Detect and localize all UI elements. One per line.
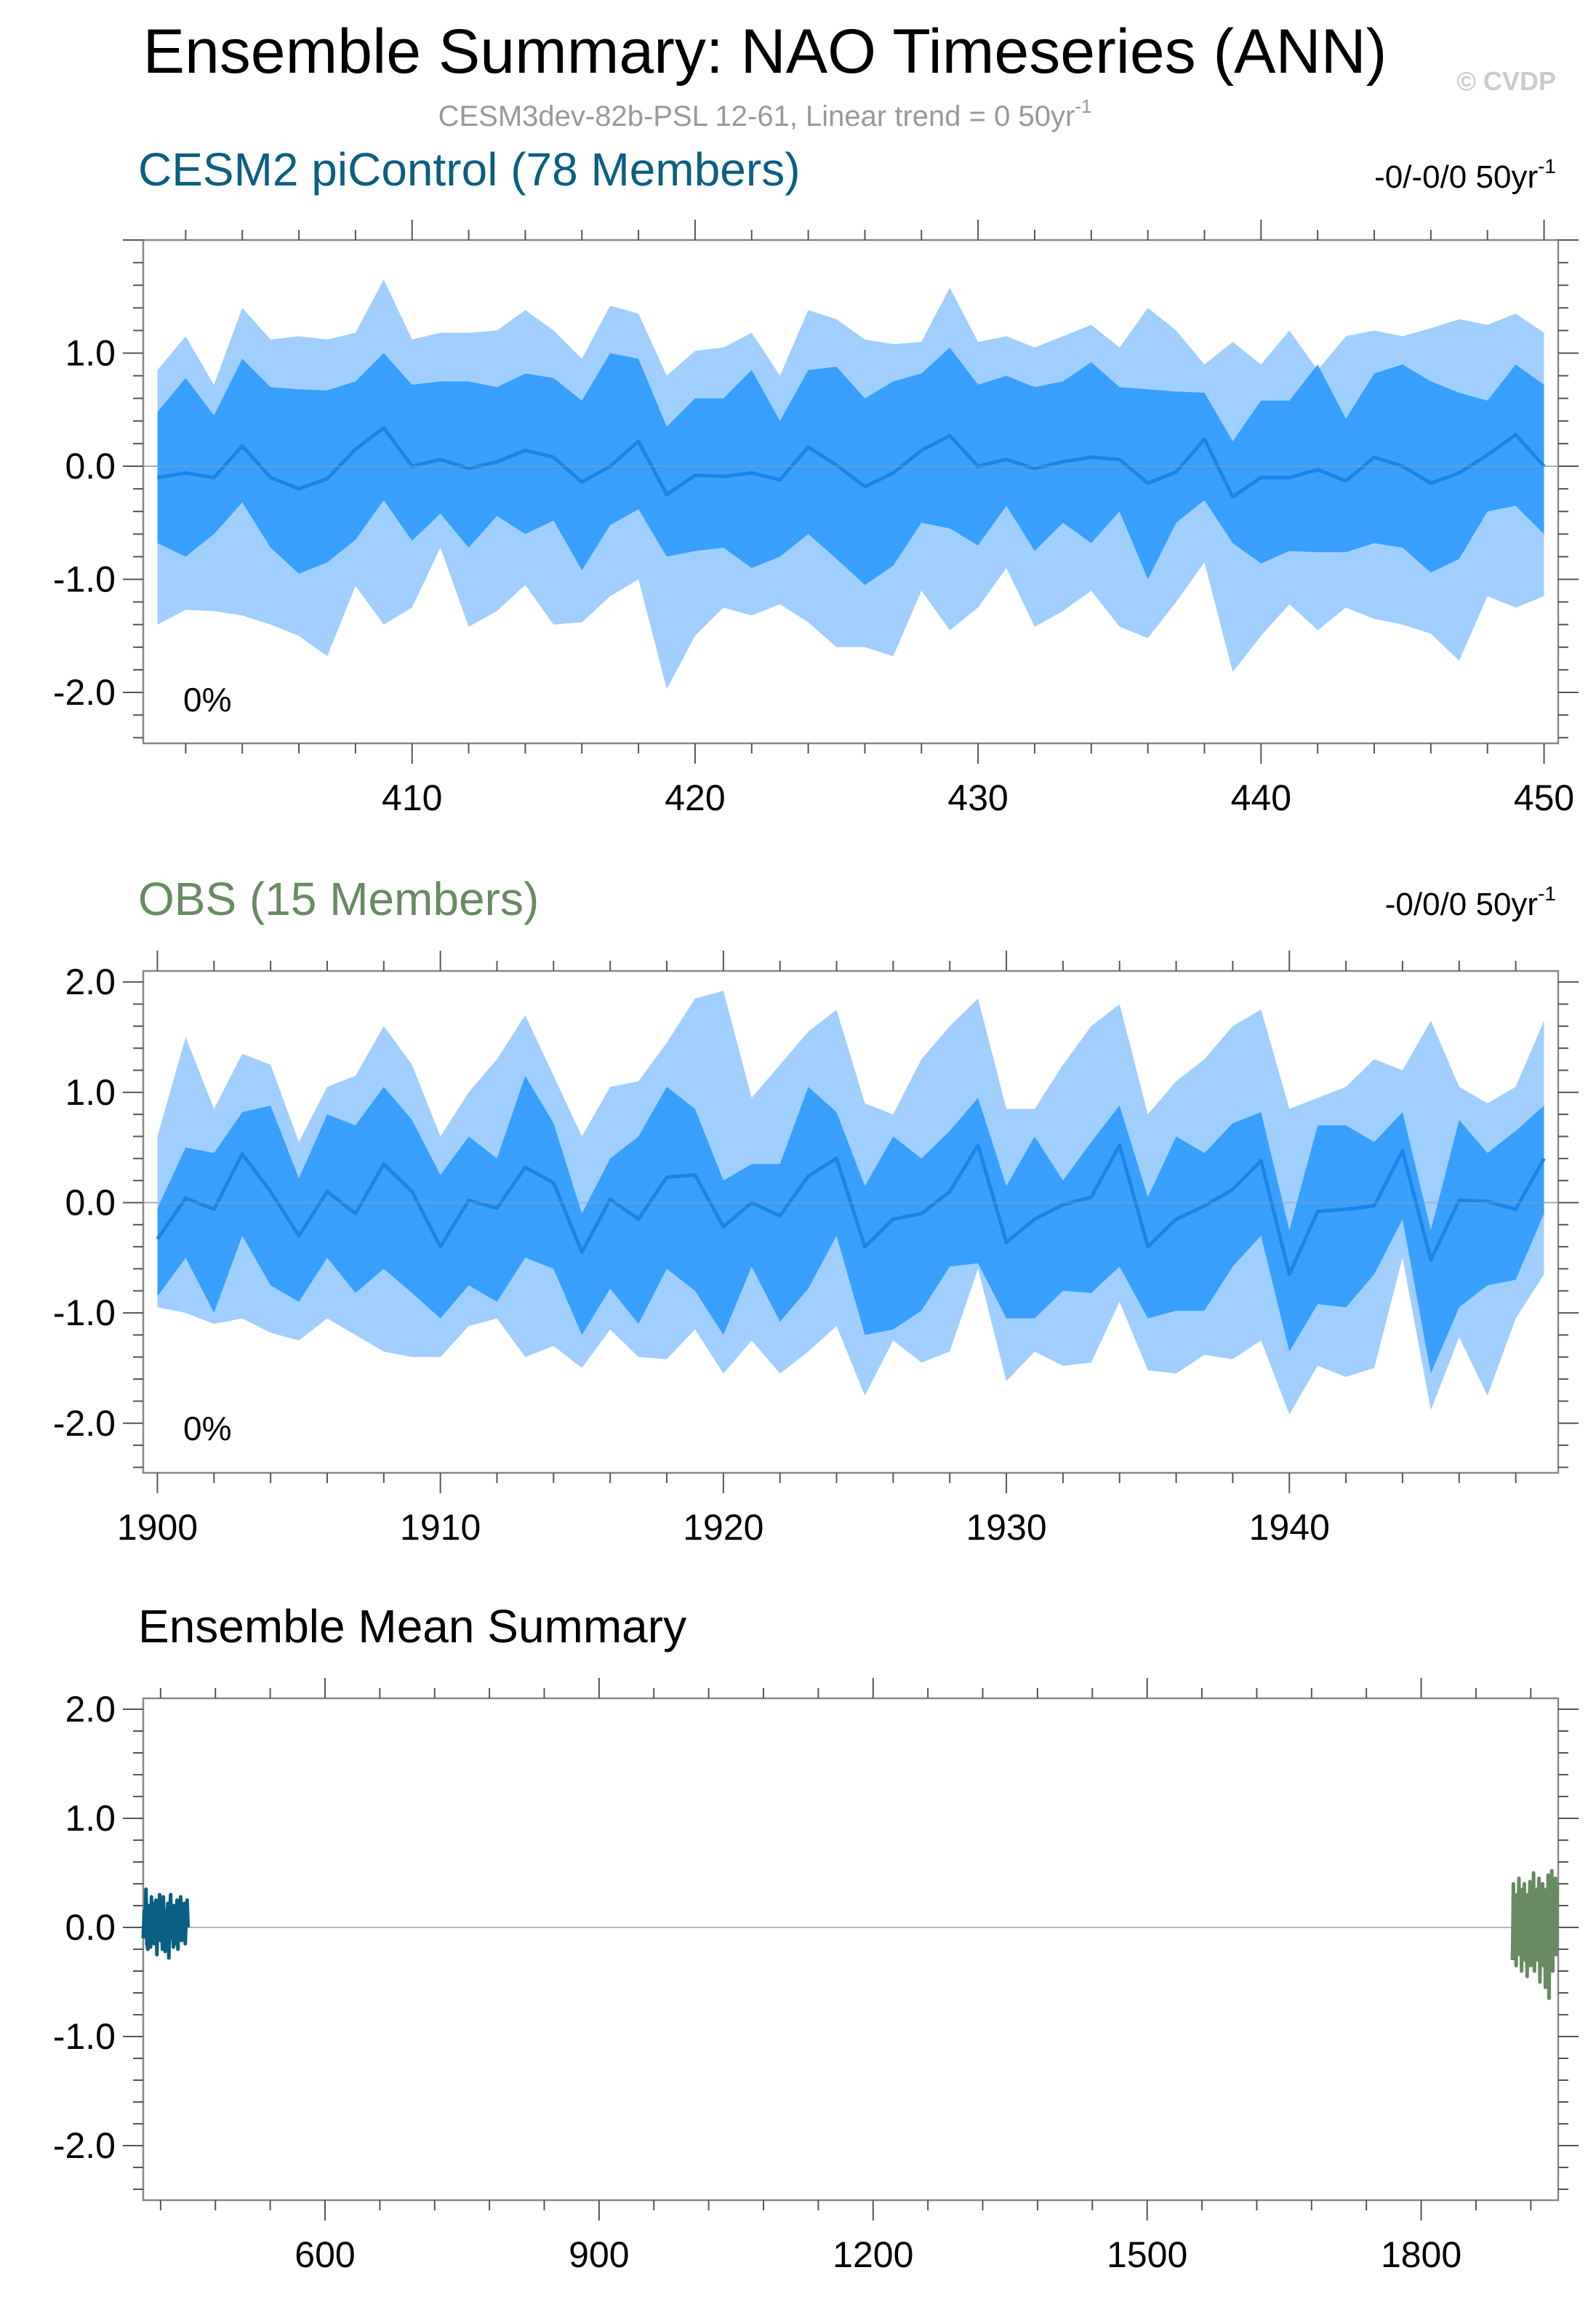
- figure-title: Ensemble Summary: NAO Timeseries (ANN): [143, 17, 1387, 87]
- ensemble-mean-line: [157, 425, 1546, 499]
- x-tick-label: 1940: [1249, 1507, 1330, 1548]
- obs-panel-trend-text: -0/0/0 50yr: [1385, 887, 1538, 922]
- x-tick-label: 1800: [1381, 2234, 1461, 2275]
- obs-panel-title: OBS (15 Members): [138, 873, 539, 925]
- x-tick-label: 430: [947, 778, 1008, 818]
- model-plot: -2.0 -1.0 0.0 1.0 410 420 430 440 450: [53, 220, 1579, 818]
- x-tick-label: 1910: [400, 1507, 481, 1548]
- figure-subtitle-sup: -1: [1075, 95, 1091, 117]
- ensemble-mean-series-model: [141, 1887, 191, 1960]
- ensemble-mean-series-obs: [1510, 1869, 1560, 2000]
- y-tick-label: 2.0: [65, 962, 116, 1002]
- range-band-p10-p90: [157, 1076, 1544, 1374]
- summary-plot: -2.0 -1.0 0.0 1.0 2.0 600 900 1200 1500 1800: [53, 1678, 1579, 2275]
- x-tick-label: 1500: [1107, 2234, 1187, 2275]
- plot-frame: [142, 970, 1560, 1474]
- y-tick-label: 0.0: [65, 446, 116, 487]
- y-tick-label: -1.0: [53, 1292, 116, 1333]
- y-tick-label: -1.0: [53, 559, 116, 600]
- model-panel-trend-sup: -1: [1538, 155, 1556, 177]
- plot-frame: [142, 239, 1560, 745]
- model-panel-title: CESM2 piControl (78 Members): [138, 143, 801, 196]
- figure-subtitle-text: CESM3dev-82b-PSL 12-61, Linear trend = 0…: [438, 100, 1075, 132]
- obs-panel-trend: -0/0/0 50yr-1: [1385, 882, 1556, 922]
- y-tick-label: 1.0: [65, 1798, 116, 1839]
- y-tick-label: 0.0: [65, 1182, 116, 1223]
- model-panel-percent: 0%: [183, 681, 231, 719]
- x-tick-label: 900: [569, 2234, 629, 2275]
- figure-subtitle: CESM3dev-82b-PSL 12-61, Linear trend = 0…: [438, 95, 1092, 132]
- x-tick-label: 1200: [833, 2234, 913, 2275]
- model-panel-trend: -0/-0/0 50yr-1: [1374, 155, 1556, 195]
- y-tick-label: 2.0: [65, 1689, 116, 1730]
- y-tick-label: -2.0: [53, 1403, 116, 1444]
- model-panel-trend-text: -0/-0/0 50yr: [1374, 159, 1538, 195]
- y-tick-label: -1.0: [53, 2016, 116, 2057]
- x-tick-label: 1920: [683, 1507, 763, 1548]
- obs-plot: -2.0 -1.0 0.0 1.0 2.0 1900 1910 1920 1930 1940: [53, 951, 1579, 1548]
- y-tick-label: 1.0: [65, 1072, 116, 1113]
- summary-panel-title: Ensemble Mean Summary: [138, 1600, 686, 1652]
- y-tick-label: 1.0: [65, 333, 116, 374]
- x-tick-label: 410: [382, 778, 442, 818]
- obs-panel-trend-sup: -1: [1538, 882, 1556, 905]
- obs-panel-percent: 0%: [183, 1410, 231, 1447]
- x-tick-label: 440: [1231, 778, 1291, 818]
- x-tick-label: 1930: [966, 1507, 1046, 1548]
- watermark: © CVDP: [1456, 66, 1556, 96]
- x-tick-label: 1900: [117, 1507, 198, 1548]
- y-tick-label: 0.0: [65, 1907, 116, 1948]
- x-tick-label: 420: [665, 778, 725, 818]
- y-tick-label: -2.0: [53, 2125, 116, 2166]
- x-tick-label: 600: [294, 2234, 355, 2275]
- plot-frame: [142, 1697, 1560, 2202]
- y-tick-label: -2.0: [53, 672, 116, 713]
- x-tick-label: 450: [1514, 778, 1574, 818]
